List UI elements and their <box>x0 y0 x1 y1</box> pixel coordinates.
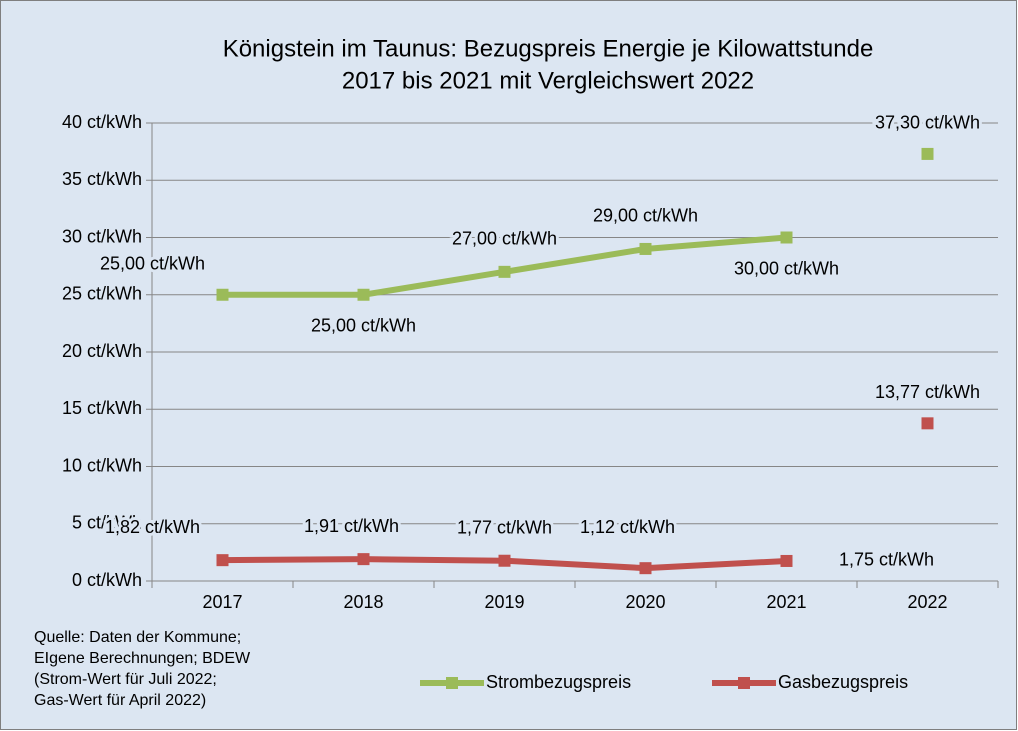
legend-marker <box>446 677 458 689</box>
x-tick-label: 2022 <box>907 592 947 612</box>
source-note: (Strom-Wert für Juli 2022; <box>34 671 217 688</box>
source-note: EIgene Berechnungen; BDEW <box>34 650 251 667</box>
data-point <box>639 242 652 255</box>
data-point <box>498 265 511 278</box>
data-label: 1,91 ct/kWh <box>304 516 399 536</box>
data-point <box>780 554 793 567</box>
data-label: 13,77 ct/kWh <box>875 382 980 402</box>
data-point <box>498 554 511 567</box>
source-note: Gas-Wert für April 2022) <box>34 692 206 709</box>
data-label: 25,00 ct/kWh <box>311 316 416 336</box>
data-label: 1,12 ct/kWh <box>580 517 675 537</box>
data-point <box>216 288 229 301</box>
y-tick-label: 15 ct/kWh <box>62 398 142 418</box>
legend-label: Strombezugspreis <box>486 672 631 692</box>
legend-label: Gasbezugspreis <box>778 672 908 692</box>
data-label: 25,00 ct/kWh <box>100 254 205 274</box>
x-tick-label: 2020 <box>625 592 665 612</box>
data-point <box>921 417 934 430</box>
data-point <box>780 231 793 244</box>
y-tick-label: 30 ct/kWh <box>62 226 142 246</box>
x-tick-label: 2018 <box>343 592 383 612</box>
y-tick-label: 35 ct/kWh <box>62 169 142 189</box>
y-tick-label: 20 ct/kWh <box>62 341 142 361</box>
y-tick-label: 25 ct/kWh <box>62 284 142 304</box>
y-tick-label: 0 ct/kWh <box>72 570 142 590</box>
data-label: 29,00 ct/kWh <box>593 206 698 226</box>
y-tick-label: 40 ct/kWh <box>62 112 142 132</box>
data-label: 1,75 ct/kWh <box>839 550 934 570</box>
data-point <box>639 562 652 575</box>
x-tick-label: 2017 <box>202 592 242 612</box>
data-point <box>216 554 229 567</box>
y-tick-label: 5 ct/kWh <box>72 513 142 533</box>
source-note: Quelle: Daten der Kommune; <box>34 629 241 646</box>
data-label: 27,00 ct/kWh <box>452 229 557 249</box>
y-tick-label: 10 ct/kWh <box>62 455 142 475</box>
data-label: 30,00 ct/kWh <box>734 258 839 278</box>
data-label: 37,30 ct/kWh <box>875 113 980 133</box>
data-point <box>921 147 934 160</box>
data-point <box>357 288 370 301</box>
x-tick-label: 2019 <box>484 592 524 612</box>
x-tick-label: 2021 <box>766 592 806 612</box>
data-point <box>357 553 370 566</box>
chart-title: Königstein im Taunus: Bezugspreis Energi… <box>223 35 874 62</box>
chart-title: 2017 bis 2021 mit Vergleichswert 2022 <box>342 67 754 94</box>
data-label: 1,82 ct/kWh <box>105 517 200 537</box>
data-label: 1,77 ct/kWh <box>457 517 552 537</box>
legend-marker <box>738 677 750 689</box>
